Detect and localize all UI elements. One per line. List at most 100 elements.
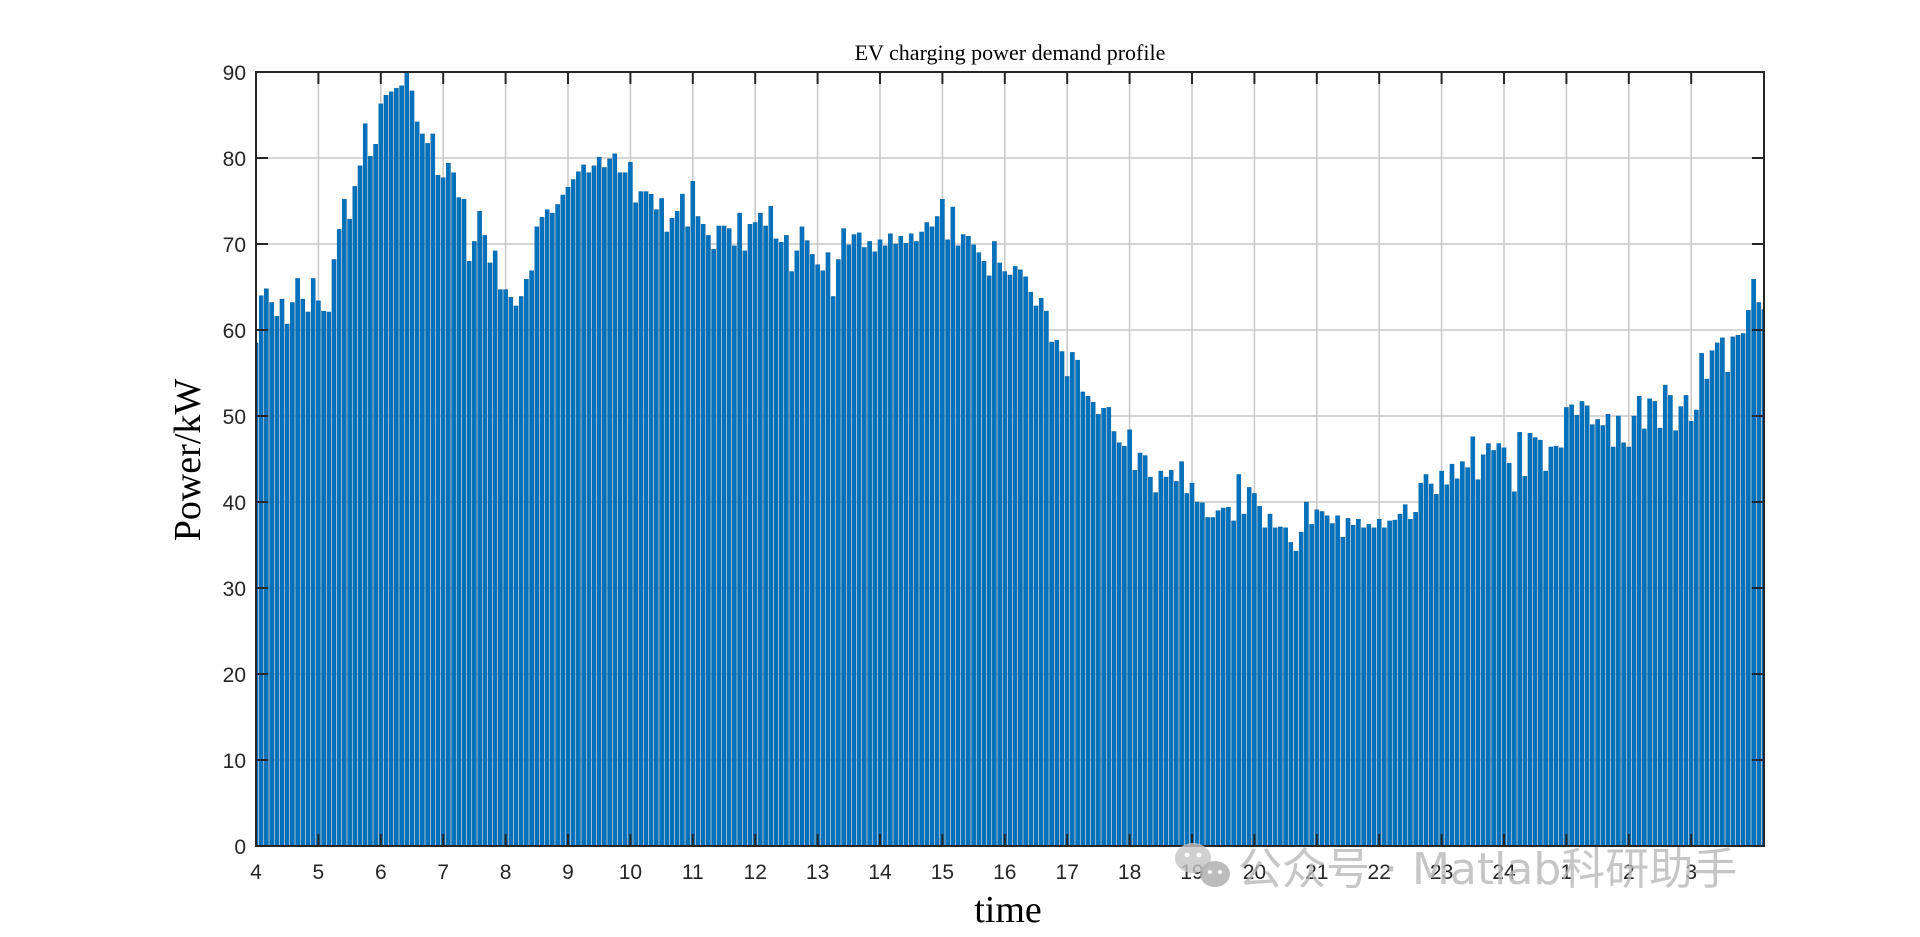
bar <box>960 234 966 847</box>
bar <box>669 217 675 847</box>
bar <box>1158 470 1164 847</box>
bar <box>388 91 394 847</box>
bar <box>544 209 550 847</box>
bar <box>846 244 852 847</box>
y-tick-label: 30 <box>223 578 246 601</box>
bar <box>310 278 316 847</box>
bar <box>1090 402 1096 847</box>
bar <box>1205 517 1210 847</box>
bar <box>1007 274 1013 847</box>
bar <box>274 316 280 847</box>
bar <box>1252 493 1257 847</box>
bar <box>1335 515 1340 847</box>
bar <box>1064 376 1070 847</box>
bar <box>1371 527 1377 847</box>
bar <box>1106 407 1112 847</box>
x-tick-label: 12 <box>744 861 767 884</box>
bar <box>1517 432 1522 847</box>
y-tick-label: 20 <box>223 664 246 687</box>
bar <box>576 171 581 847</box>
bar <box>1179 461 1184 847</box>
x-tick-label: 1 <box>1561 861 1573 884</box>
bar <box>1626 446 1632 847</box>
bar <box>284 323 290 847</box>
bar <box>269 302 274 847</box>
bar <box>560 194 566 847</box>
bar <box>342 199 347 847</box>
bar <box>1413 512 1418 847</box>
bar <box>466 261 472 847</box>
bar <box>1361 527 1366 847</box>
bar <box>1662 384 1668 847</box>
bar <box>1418 482 1424 847</box>
bar <box>503 289 508 847</box>
bar <box>836 259 841 847</box>
bar <box>451 172 456 847</box>
bar <box>612 153 618 847</box>
bar <box>1465 467 1470 847</box>
bar <box>1148 476 1153 847</box>
y-tick-label: 80 <box>223 148 246 171</box>
bar <box>596 156 602 847</box>
bar <box>357 165 363 847</box>
bar <box>654 209 659 847</box>
bar <box>690 181 696 847</box>
bar <box>1486 443 1491 847</box>
bar <box>924 222 930 847</box>
x-axis-label: time <box>974 889 1042 931</box>
bar <box>950 206 956 847</box>
bar <box>1636 396 1642 847</box>
bar <box>1444 484 1450 847</box>
bar <box>1236 474 1242 847</box>
bar <box>1699 353 1704 847</box>
bar <box>664 231 670 847</box>
bar <box>1330 523 1335 847</box>
bar <box>1694 409 1699 847</box>
bar <box>830 296 836 847</box>
bar <box>1049 341 1054 847</box>
bar <box>347 218 352 847</box>
bar <box>1215 510 1221 847</box>
x-tick-label: 22 <box>1368 861 1391 884</box>
bar <box>815 264 820 847</box>
bar <box>1278 526 1283 847</box>
bar <box>929 226 935 847</box>
bar <box>1023 276 1028 847</box>
bar <box>716 225 722 847</box>
bar <box>1038 297 1044 847</box>
bar <box>565 187 571 847</box>
bar <box>1720 337 1725 847</box>
bar <box>492 250 498 847</box>
bar <box>420 133 425 847</box>
bar <box>1621 442 1626 847</box>
bar <box>477 211 482 847</box>
bar <box>487 262 493 847</box>
bar <box>352 186 358 847</box>
bar <box>851 234 857 847</box>
bar <box>1501 447 1507 847</box>
bar <box>1538 439 1543 847</box>
bar <box>934 216 940 847</box>
y-tick-label: 70 <box>223 234 246 257</box>
bar <box>524 279 529 847</box>
bar <box>508 297 514 847</box>
bars <box>255 72 1765 847</box>
bar <box>1293 550 1299 847</box>
bar <box>773 238 779 847</box>
bar <box>555 204 560 847</box>
bar <box>550 212 555 847</box>
bar <box>409 90 415 847</box>
bar <box>1642 428 1647 847</box>
bar <box>768 205 774 847</box>
x-tick-label: 3 <box>1685 861 1697 884</box>
bar <box>1584 405 1590 847</box>
bar <box>1610 446 1616 847</box>
bar <box>1382 527 1387 847</box>
bar <box>695 216 701 847</box>
bar <box>1018 269 1023 847</box>
bar <box>919 231 924 847</box>
x-tick-label: 23 <box>1430 861 1453 884</box>
bar <box>1595 419 1600 847</box>
bar <box>1366 524 1372 847</box>
